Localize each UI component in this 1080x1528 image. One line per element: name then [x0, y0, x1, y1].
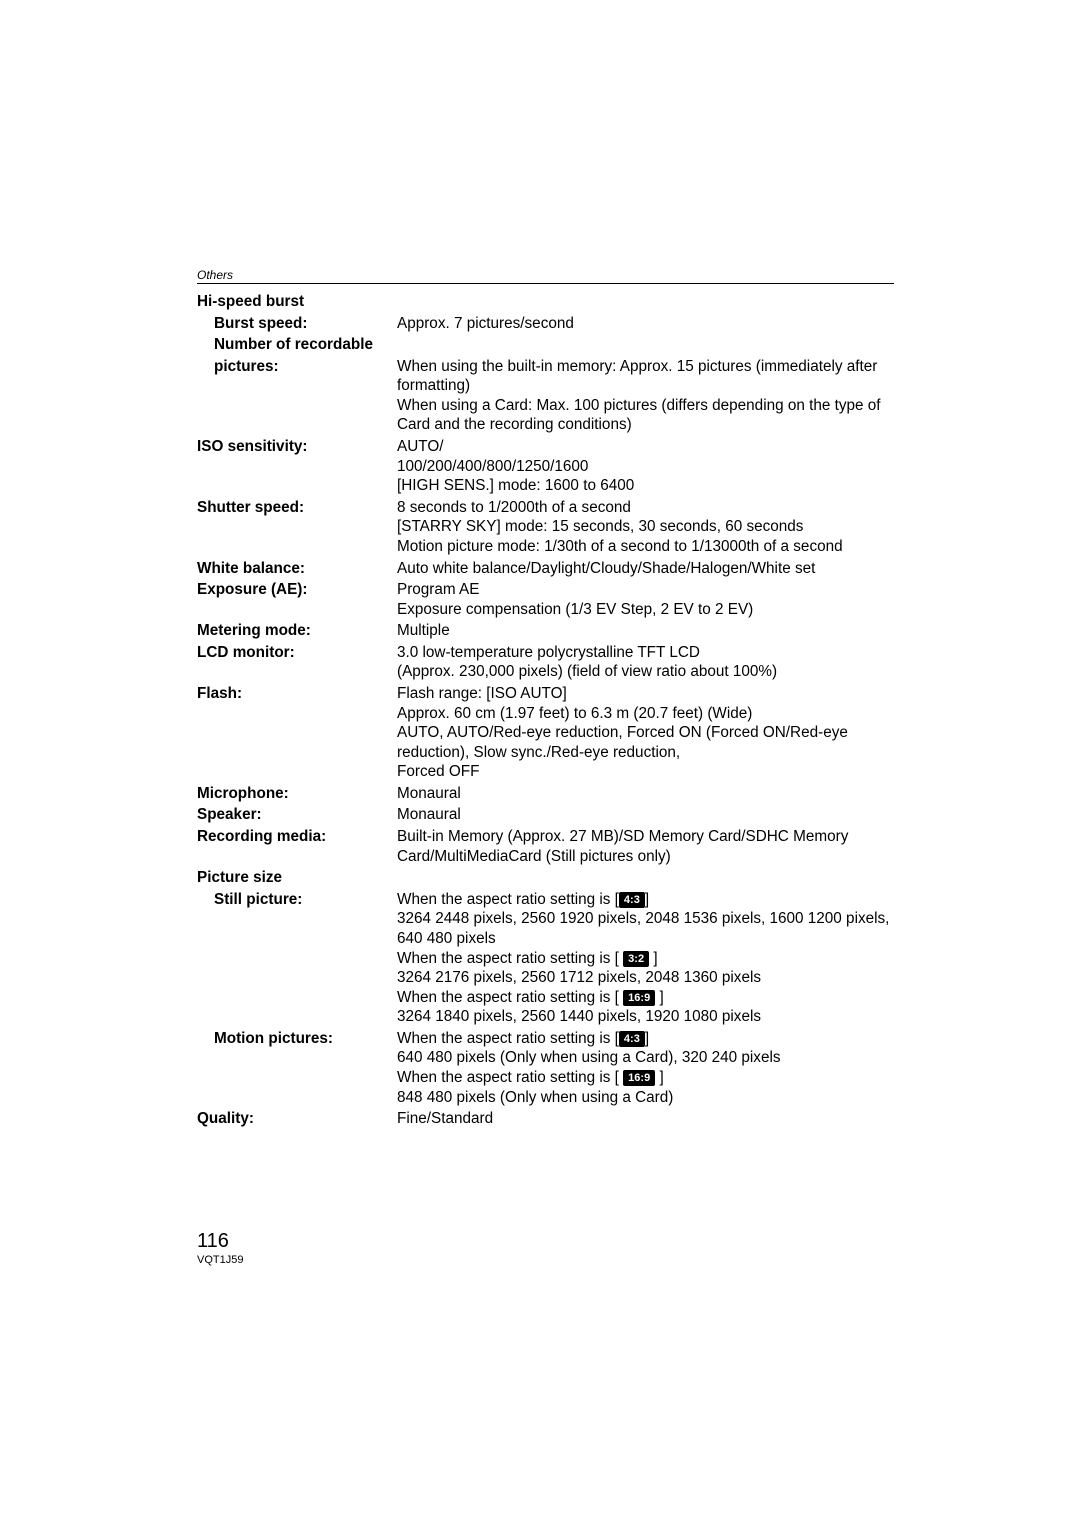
- spec-sublabel: pictures:: [197, 357, 397, 377]
- spec-label: White balance:: [197, 559, 397, 579]
- spec-row: White balance:Auto white balance/Dayligh…: [197, 559, 894, 579]
- spec-header-label: Hi-speed burst: [197, 292, 397, 312]
- spec-label: Exposure (AE):: [197, 580, 397, 600]
- spec-sublabel: Burst speed:: [197, 314, 397, 334]
- spec-value: Multiple: [397, 621, 450, 641]
- spec-value: Flash range: [ISO AUTO]Approx. 60 cm (1.…: [397, 684, 894, 782]
- spec-header-label: Picture size: [197, 868, 397, 888]
- spec-row: Exposure (AE):Program AEExposure compens…: [197, 580, 894, 619]
- spec-value: When the aspect ratio setting is [4:3]32…: [397, 890, 894, 1027]
- spec-label: Quality:: [197, 1109, 397, 1129]
- spec-value: Built-in Memory (Approx. 27 MB)/SD Memor…: [397, 827, 894, 866]
- spec-row: LCD monitor:3.0 low-temperature polycrys…: [197, 643, 894, 682]
- content-area: Others Hi-speed burstBurst speed:Approx.…: [197, 268, 894, 1131]
- spec-label: LCD monitor:: [197, 643, 397, 663]
- spec-row: pictures:When using the built-in memory:…: [197, 357, 894, 435]
- spec-value: AUTO/100/200/400/800/1250/1600[HIGH SENS…: [397, 437, 634, 496]
- spec-row: Hi-speed burst: [197, 292, 894, 312]
- spec-value: Monaural: [397, 805, 461, 825]
- section-header: Others: [197, 268, 894, 282]
- spec-value: Fine/Standard: [397, 1109, 493, 1129]
- spec-label: Recording media:: [197, 827, 397, 847]
- spec-row: Microphone:Monaural: [197, 784, 894, 804]
- spec-row: Shutter speed:8 seconds to 1/2000th of a…: [197, 498, 894, 557]
- footer: 116 VQT1J59: [197, 1230, 243, 1266]
- spec-row: Recording media:Built-in Memory (Approx.…: [197, 827, 894, 866]
- spec-value: 8 seconds to 1/2000th of a second[STARRY…: [397, 498, 843, 557]
- spec-value: Program AEExposure compensation (1/3 EV …: [397, 580, 753, 619]
- page-number: 116: [197, 1230, 243, 1253]
- page: Others Hi-speed burstBurst speed:Approx.…: [0, 0, 1080, 1528]
- spec-value: Monaural: [397, 784, 461, 804]
- spec-row: Flash:Flash range: [ISO AUTO]Approx. 60 …: [197, 684, 894, 782]
- divider: [197, 283, 894, 284]
- spec-sublabel: Number of recordable: [197, 335, 397, 355]
- spec-row: Motion pictures:When the aspect ratio se…: [197, 1029, 894, 1107]
- spec-label: Metering mode:: [197, 621, 397, 641]
- spec-sublabel: Motion pictures:: [197, 1029, 397, 1049]
- spec-label: Flash:: [197, 684, 397, 704]
- spec-row: Quality:Fine/Standard: [197, 1109, 894, 1129]
- spec-label: Speaker:: [197, 805, 397, 825]
- doc-id: VQT1J59: [197, 1254, 243, 1266]
- spec-row: Still picture:When the aspect ratio sett…: [197, 890, 894, 1027]
- spec-value: When using the built-in memory: Approx. …: [397, 357, 894, 435]
- spec-value: 3.0 low-temperature polycrystalline TFT …: [397, 643, 777, 682]
- spec-label: ISO sensitivity:: [197, 437, 397, 457]
- spec-row: Metering mode:Multiple: [197, 621, 894, 641]
- spec-label: Shutter speed:: [197, 498, 397, 518]
- spec-row: Speaker:Monaural: [197, 805, 894, 825]
- spec-value: Approx. 7 pictures/second: [397, 314, 574, 334]
- spec-row: Picture size: [197, 868, 894, 888]
- spec-value: Auto white balance/Daylight/Cloudy/Shade…: [397, 559, 815, 579]
- spec-sublabel: Still picture:: [197, 890, 397, 910]
- spec-label: Microphone:: [197, 784, 397, 804]
- spec-row: ISO sensitivity:AUTO/100/200/400/800/125…: [197, 437, 894, 496]
- spec-row: Number of recordable: [197, 335, 894, 355]
- spec-row: Burst speed:Approx. 7 pictures/second: [197, 314, 894, 334]
- spec-rows: Hi-speed burstBurst speed:Approx. 7 pict…: [197, 292, 894, 1129]
- spec-value: When the aspect ratio setting is [4:3]64…: [397, 1029, 781, 1107]
